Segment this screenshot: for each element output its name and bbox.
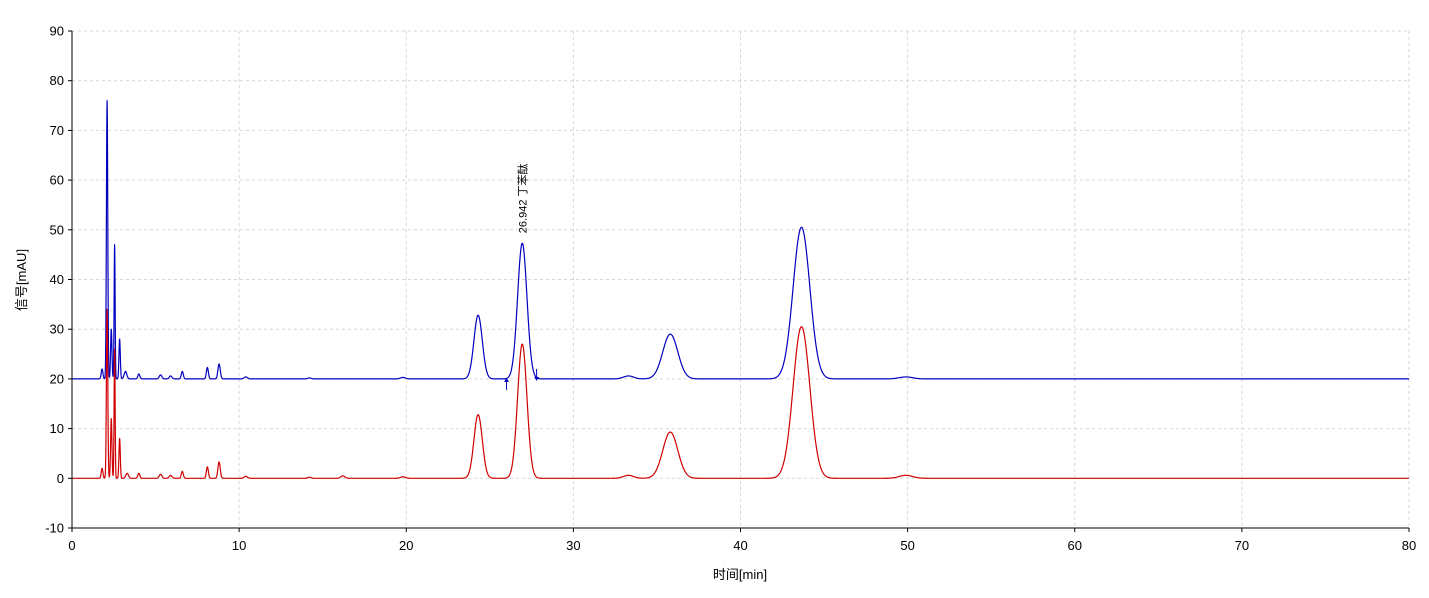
series-line-red	[72, 308, 1410, 479]
y-tick-label: 0	[57, 471, 64, 486]
y-tick-label: 80	[50, 73, 64, 88]
x-tick-label: 20	[399, 538, 413, 553]
x-tick-label: 30	[566, 538, 580, 553]
integration-end-arrowhead	[534, 376, 540, 381]
x-axis-label: 时间[min]	[713, 567, 767, 582]
x-tick-label: 0	[68, 538, 75, 553]
peak-annotation-label: 26.942 丁苯酞	[515, 163, 529, 233]
series-layer	[72, 99, 1410, 479]
x-tick-label: 80	[1402, 538, 1416, 553]
y-tick-label: 10	[50, 421, 64, 436]
x-tick-label: 50	[900, 538, 914, 553]
x-tick-label: 10	[232, 538, 246, 553]
y-tick-label: 60	[50, 173, 64, 188]
annotation-layer: 26.942 丁苯酞	[504, 163, 540, 390]
y-tick-label: 40	[50, 272, 64, 287]
x-tick-label: 70	[1235, 538, 1249, 553]
y-tick-label: 30	[50, 322, 64, 337]
y-tick-label: 50	[50, 222, 64, 237]
series-line-blue	[72, 99, 1410, 380]
integration-start-arrowhead	[504, 377, 510, 382]
y-tick-label: 70	[50, 123, 64, 138]
y-tick-label: 20	[50, 371, 64, 386]
x-tick-label: 60	[1068, 538, 1082, 553]
y-tick-label: -10	[45, 521, 64, 536]
y-tick-label: 90	[50, 24, 64, 39]
y-axis-label: 信号[mAU]	[14, 249, 29, 311]
tick-layer: 0 10 20 30 40 50 60 70 80 -10 0 10 20 30 40 50 60 70 80 90	[45, 24, 1416, 554]
x-tick-label: 40	[733, 538, 747, 553]
